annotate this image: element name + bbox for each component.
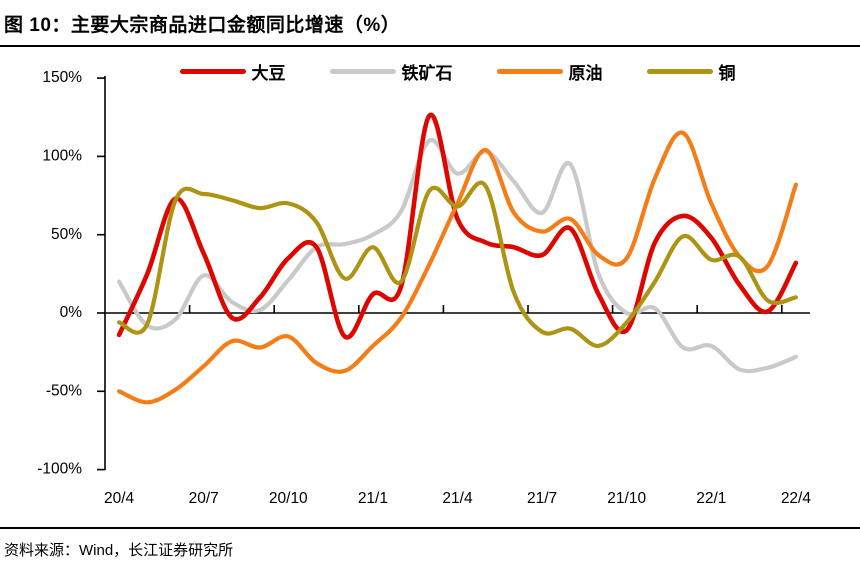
source-note: 资料来源：Wind，长江证券研究所 [4,542,234,559]
y-axis-label: 0% [60,304,83,321]
y-axis-label: 50% [51,226,82,243]
legend-item-crude-oil: 原油 [496,59,603,84]
legend: 大豆 铁矿石 原油 铜 [105,59,810,84]
x-axis-label: 21/7 [527,490,557,507]
x-axis-label: 22/1 [696,490,726,507]
legend-swatch-soybean [179,69,246,74]
y-axis-label: 150% [42,69,82,86]
series-line-soybean [116,112,799,340]
source-divider [0,527,860,529]
x-axis-label: 21/10 [607,490,646,507]
series-line-copper [117,180,798,348]
line-chart: 150% 100% 50% 0% -50% -100% 20/4 20/7 20/10 21/1 2… [37,69,812,507]
legend-label-crude-oil: 原油 [568,64,603,83]
title-divider [0,45,860,47]
x-axis-label: 21/4 [442,490,473,507]
series-line-iron-ore [117,138,798,374]
y-axis-label: -50% [46,382,82,399]
legend-item-iron-ore: 铁矿石 [329,59,453,84]
legend-swatch-iron-ore [329,69,396,74]
chart-title: 图 10：主要大宗商品进口金额同比增速（%） [4,15,401,36]
x-axis-label: 20/10 [269,490,308,507]
legend-label-iron-ore: 铁矿石 [401,64,453,83]
legend-label-copper: 铜 [718,64,736,83]
x-axis-label: 20/7 [189,490,219,507]
x-axis-label: 21/1 [358,490,388,507]
series-line-crude-oil [117,130,798,405]
legend-label-soybean: 大豆 [251,64,286,83]
legend-item-copper: 铜 [646,59,736,84]
legend-swatch-copper [646,69,713,74]
legend-swatch-crude-oil [496,69,563,74]
legend-item-soybean: 大豆 [179,59,286,84]
y-axis-label: 100% [42,147,82,164]
y-axis-label: -100% [37,461,82,478]
x-axis-label: 20/4 [104,490,135,507]
x-axis-label: 22/4 [781,490,812,507]
